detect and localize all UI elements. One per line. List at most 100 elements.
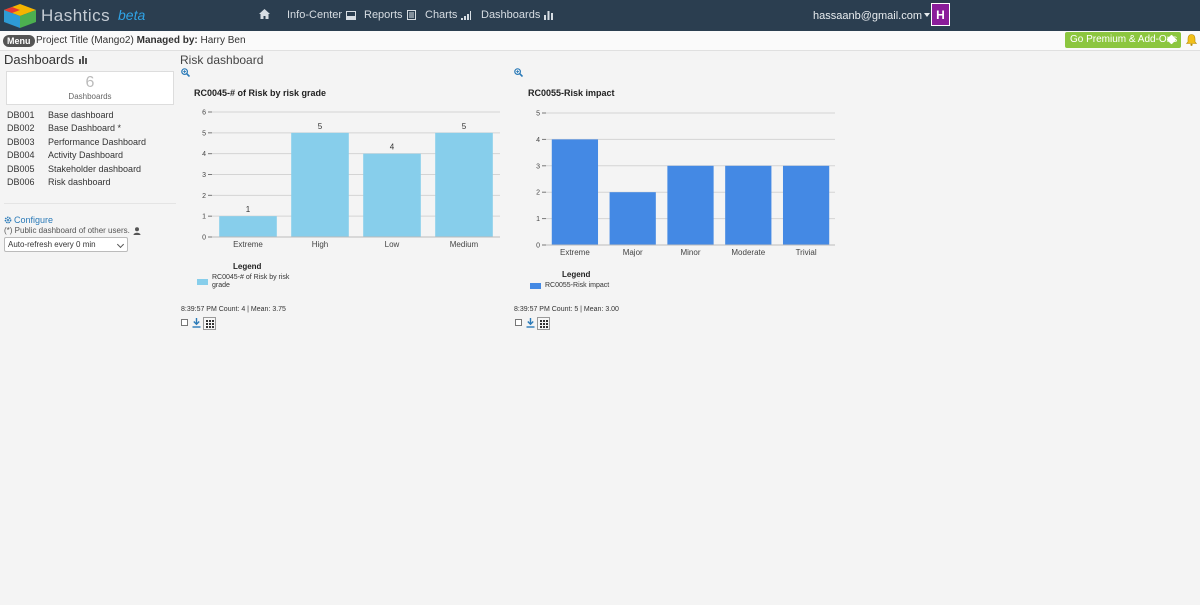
home-icon — [259, 9, 270, 19]
zoom-in-icon[interactable] — [514, 68, 523, 77]
legend-label: RC0055-Risk impact — [545, 282, 610, 289]
grid-icon — [539, 319, 548, 328]
bar-chart-icon — [79, 55, 88, 64]
dashboard-name[interactable]: Risk dashboard — [48, 176, 111, 187]
dashboard-name[interactable]: Base dashboard — [48, 110, 114, 120]
configure-label: Configure — [14, 215, 54, 225]
avatar[interactable]: H — [931, 3, 950, 26]
table-view-button[interactable] — [203, 317, 216, 330]
go-premium-button[interactable]: Go Premium & Add-Ons — [1065, 32, 1181, 48]
nav-info-center[interactable]: Info-Center — [287, 9, 357, 21]
public-note-text: (*) Public dashboard of other users. — [4, 226, 130, 235]
dashboard-count-label: Dashboards — [68, 92, 112, 101]
bar-chart-risk-impact: 0 1 2 3 4 5 Extreme Major Minor Moderate Trivial — [536, 111, 835, 257]
nav-charts-label: Charts — [425, 9, 458, 21]
legend-title: Legend — [233, 262, 262, 271]
legend-swatch — [197, 279, 208, 285]
download-icon[interactable] — [192, 318, 201, 328]
y-tick-label: 6 — [202, 110, 206, 117]
y-tick-label: 4 — [536, 137, 540, 144]
top-navbar: Hashtics beta Info-Center Reports Charts — [0, 0, 1200, 31]
configure-link[interactable]: Configure — [4, 215, 53, 225]
nav-charts[interactable]: Charts — [425, 9, 472, 21]
bar — [219, 216, 277, 237]
y-tick-label: 0 — [202, 235, 206, 242]
chart-stats: 8:39:57 PM Count: 5 | Mean: 3.00 — [514, 306, 619, 313]
bar-chart-risk-grade: 0 1 2 3 4 5 6 1 Extreme 5 High 4 Low 5 Medium — [202, 110, 500, 249]
bell-icon[interactable] — [1186, 34, 1197, 46]
data-label: 5 — [462, 122, 467, 131]
bar-chart-icon — [544, 10, 554, 20]
download-icon[interactable] — [526, 318, 535, 328]
sidebar-item-db001[interactable]: DB001 Base dashboard — [7, 110, 146, 123]
sidebar-item-db003[interactable]: DB003 Performance Dashboard — [7, 137, 146, 150]
sidebar-title-text: Dashboards — [4, 52, 75, 67]
y-tick-label: 2 — [536, 190, 540, 197]
sidebar-item-db004[interactable]: DB004 Activity Dashboard — [7, 150, 146, 163]
managed-by-label: Managed by: — [136, 35, 198, 46]
chevron-down-icon — [116, 240, 125, 249]
sidebar-item-db002[interactable]: DB002 Base Dashboard * — [7, 123, 146, 136]
nav-dashboards[interactable]: Dashboards — [481, 9, 554, 21]
dashboard-code: DB003 — [7, 136, 35, 147]
x-tick-label: Major — [623, 248, 643, 257]
bar — [609, 192, 656, 245]
bar — [725, 165, 772, 245]
user-icon — [133, 226, 141, 235]
legend-title: Legend — [562, 270, 591, 279]
dashboard-count-card: 6 Dashboards — [6, 71, 174, 105]
go-premium-label: Go Premium & Add-Ons — [1070, 34, 1178, 45]
nav-reports[interactable]: Reports — [364, 9, 416, 21]
x-tick-label: Moderate — [731, 248, 765, 257]
dashboard-name[interactable]: Base Dashboard * — [48, 123, 122, 134]
grid-icon — [205, 319, 214, 328]
nav-reports-label: Reports — [364, 9, 403, 21]
dashboard-name[interactable]: Activity Dashboard — [48, 150, 124, 161]
beta-label: beta — [118, 7, 146, 23]
project-bar: Menu Project Title (Mango2) Managed by: … — [0, 31, 1200, 51]
y-tick-label: 5 — [202, 130, 206, 137]
signal-icon — [461, 10, 472, 20]
nav-info-center-label: Info-Center — [287, 9, 343, 21]
nav-home[interactable] — [259, 9, 270, 19]
dashboard-name[interactable]: Stakeholder dashboard — [48, 163, 142, 174]
y-tick-label: 5 — [536, 111, 540, 118]
brand-name[interactable]: Hashtics — [41, 6, 111, 25]
y-tick-label: 3 — [536, 163, 540, 170]
y-tick-label: 4 — [202, 151, 206, 158]
project-info: Project Title (Mango2) Managed by: Harry… — [36, 35, 246, 46]
bar — [363, 153, 421, 237]
data-label: 5 — [318, 122, 323, 131]
report-icon — [406, 10, 416, 20]
table-view-button[interactable] — [537, 317, 550, 330]
legend-label: RC0045-# of Risk by risk grade — [212, 274, 290, 289]
auto-refresh-select[interactable]: Auto-refresh every 0 min — [4, 237, 128, 252]
sidebar-item-db006[interactable]: DB006 Risk dashboard — [7, 177, 146, 190]
page-title: Risk dashboard — [180, 53, 264, 67]
x-tick-label: Extreme — [233, 240, 263, 249]
logo-cube-icon[interactable] — [3, 3, 37, 29]
sidebar-item-db005[interactable]: DB005 Stakeholder dashboard — [7, 164, 146, 177]
sidebar-divider — [4, 203, 176, 204]
select-checkbox[interactable] — [181, 319, 188, 326]
user-email[interactable]: hassaanb@gmail.com — [813, 10, 922, 22]
dashboard-count: 6 — [85, 74, 95, 91]
y-tick-label: 1 — [536, 216, 540, 223]
bar — [551, 139, 599, 245]
project-title: Project Title (Mango2) — [36, 35, 134, 46]
select-checkbox[interactable] — [515, 319, 522, 326]
public-dashboard-note: (*) Public dashboard of other users. — [4, 226, 141, 235]
user-menu-caret-icon[interactable] — [924, 13, 930, 17]
dashboard-name[interactable]: Performance Dashboard — [48, 136, 147, 147]
zoom-in-icon[interactable] — [181, 68, 190, 77]
data-label: 4 — [390, 143, 395, 152]
legend-swatch — [530, 283, 541, 289]
auto-refresh-value: Auto-refresh every 0 min — [8, 240, 96, 249]
x-tick-label: Minor — [680, 248, 700, 257]
x-tick-label: High — [312, 240, 328, 249]
y-tick-label: 2 — [202, 193, 206, 200]
data-label: 1 — [246, 205, 251, 214]
menu-button[interactable]: Menu — [3, 35, 35, 47]
y-tick-label: 1 — [202, 214, 206, 221]
y-tick-label: 3 — [202, 172, 206, 179]
